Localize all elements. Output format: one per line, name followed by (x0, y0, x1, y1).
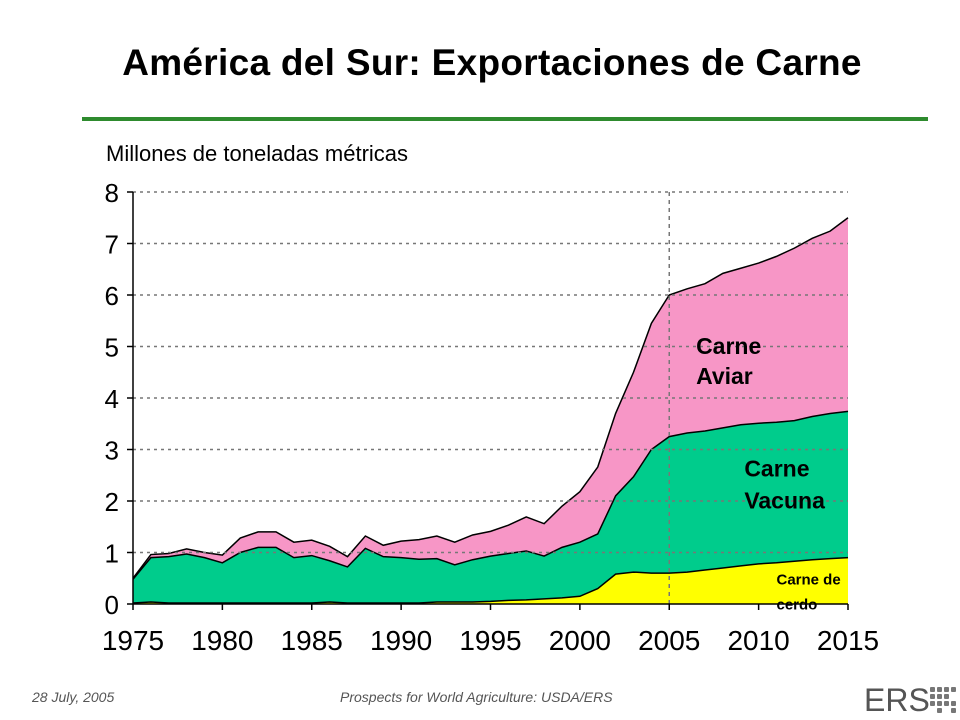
footer-source: Prospects for World Agriculture: USDA/ER… (340, 689, 613, 705)
title-divider (82, 117, 928, 121)
area-carne-aviar (133, 217, 848, 580)
y-tick-label-7: 7 (105, 230, 119, 260)
y-tick-label-8: 8 (105, 178, 119, 208)
y-tick-label-2: 2 (105, 487, 119, 517)
x-tick-label-2015: 2015 (817, 625, 879, 656)
x-tick-label-2000: 2000 (549, 625, 611, 656)
x-tick-label-1980: 1980 (191, 625, 253, 656)
annotation-carne-aviar-line-2: Aviar (696, 363, 753, 389)
page-title: América del Sur: Exportaciones de Carne (122, 42, 862, 83)
annotation-carne-vacuna-line-1: Carne (744, 455, 809, 481)
y-tick-label-6: 6 (105, 281, 119, 311)
annotation-carne-de-cerdo-line-2: cerdo (777, 596, 818, 613)
y-tick-label-4: 4 (105, 384, 119, 414)
x-tick-label-1995: 1995 (459, 625, 521, 656)
ers-logo-text: ERS (864, 682, 930, 718)
annotation-carne-vacuna-line-2: Vacuna (744, 487, 825, 513)
x-tick-label-1975: 1975 (102, 625, 164, 656)
y-tick-label-5: 5 (105, 333, 119, 363)
annotation-carne-de-cerdo-line-1: Carne de (777, 571, 841, 588)
annotation-carne-aviar-line-1: Carne (696, 333, 761, 359)
y-tick-label-1: 1 (105, 539, 119, 569)
ers-logo-dots-icon (930, 687, 956, 713)
ers-logo: ERS (864, 683, 956, 717)
x-tick-label-2005: 2005 (638, 625, 700, 656)
x-tick-label-1985: 1985 (281, 625, 343, 656)
y-tick-label-3: 3 (105, 436, 119, 466)
boundary-carne-aviar (132, 217, 849, 579)
y-axis-label: Millones de toneladas métricas (106, 141, 409, 166)
footer-date: 28 July, 2005 (32, 689, 115, 705)
x-tick-label-2010: 2010 (727, 625, 789, 656)
boundary-carne-vacuna (132, 410, 849, 580)
y-tick-label-0: 0 (105, 590, 119, 620)
boundary-carne-de-cerdo (132, 556, 849, 604)
x-tick-label-1990: 1990 (370, 625, 432, 656)
